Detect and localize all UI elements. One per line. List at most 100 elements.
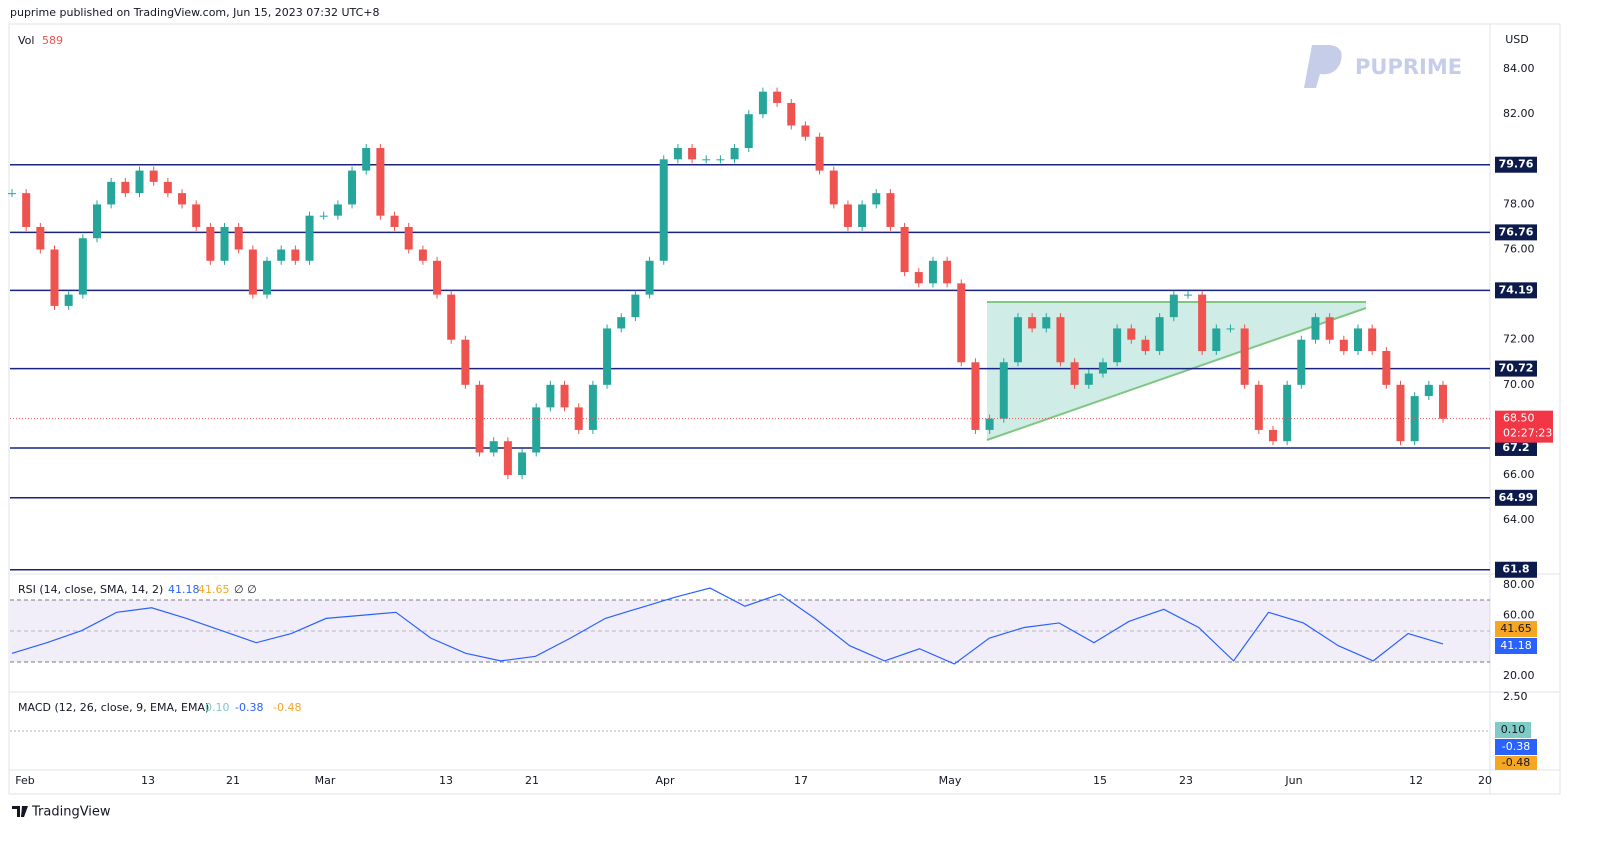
candle: [319, 215, 328, 217]
macd-legend: MACD (12, 26, close, 9, EMA, EMA): [18, 701, 209, 714]
candle: [744, 114, 753, 149]
candle: [305, 215, 314, 261]
candle: [22, 193, 31, 227]
rsi-sma-value: 41.65: [198, 583, 230, 596]
candle: [560, 384, 569, 408]
candle: [461, 339, 470, 385]
rsi-tick-label: 80.00: [1503, 578, 1535, 591]
macd-tag: [1495, 756, 1537, 770]
candle: [36, 226, 45, 250]
candle: [291, 249, 300, 261]
candle: [999, 362, 1008, 419]
candle: [716, 159, 725, 161]
y-tick-label: 70.00: [1503, 378, 1535, 391]
level-tag: [1495, 561, 1537, 578]
level-tag-text: 79.76: [1499, 158, 1534, 171]
candle: [1297, 339, 1306, 385]
macd-tag-text: -0.38: [1502, 740, 1530, 753]
rsi-tick-label: 20.00: [1503, 669, 1535, 682]
x-tick-label: 13: [141, 774, 155, 787]
x-tick-label: Mar: [315, 774, 336, 787]
candle: [447, 294, 456, 340]
candle: [702, 159, 711, 161]
candle: [1198, 294, 1207, 351]
rsi-extra: ∅ ∅: [234, 583, 257, 596]
level-tag-text: 70.72: [1499, 362, 1534, 375]
candle: [433, 260, 442, 295]
candle: [1268, 429, 1277, 442]
candle: [277, 249, 286, 261]
candle: [985, 418, 994, 430]
candle: [404, 226, 413, 250]
candle: [362, 148, 371, 171]
candle: [603, 328, 612, 385]
candle: [815, 136, 824, 171]
rsi-band: [10, 600, 1490, 662]
level-tag-text: 64.99: [1499, 491, 1534, 504]
candle: [1311, 317, 1320, 340]
candle: [376, 148, 385, 216]
candle: [390, 215, 399, 227]
candle: [801, 125, 810, 137]
triangle-bottom: [986, 307, 1367, 441]
macd-hist: 0.10: [205, 701, 230, 714]
candle: [546, 384, 555, 408]
candle: [688, 148, 697, 160]
candle: [1254, 384, 1263, 430]
y-tick-label: 76.00: [1503, 243, 1535, 256]
candle: [858, 204, 867, 227]
level-tag: [1495, 360, 1537, 377]
y-tick-label: 78.00: [1503, 197, 1535, 210]
y-tick-label: 72.00: [1503, 333, 1535, 346]
candle: [1226, 328, 1235, 330]
candle: [829, 170, 838, 205]
candle: [1127, 328, 1136, 340]
frame: [8, 23, 1561, 795]
y-tick-label: 82.00: [1503, 107, 1535, 120]
level-tag: [1495, 156, 1537, 173]
candle: [1113, 328, 1122, 363]
candle: [149, 170, 158, 182]
candle: [631, 294, 640, 318]
vol-value: 589: [42, 34, 63, 47]
candle: [730, 148, 739, 160]
level-tag: [1495, 439, 1537, 456]
footer-logo: [12, 806, 28, 817]
candle: [872, 193, 881, 205]
candle: [645, 260, 654, 295]
candle: [93, 204, 102, 239]
level-tag-text: 76.76: [1499, 225, 1534, 238]
x-tick-label: Apr: [655, 774, 675, 787]
header: puprime published on TradingView.com, Ju…: [10, 6, 380, 19]
macd-signal: -0.48: [273, 701, 301, 714]
candle: [659, 159, 668, 261]
macd-tag: [1495, 739, 1537, 755]
candle: [673, 148, 682, 160]
candle: [206, 226, 215, 261]
x-tick-label: Feb: [15, 774, 34, 787]
candle: [588, 384, 597, 430]
candle: [333, 204, 342, 216]
candle: [192, 204, 201, 227]
candle: [1240, 328, 1249, 385]
candle: [617, 317, 626, 329]
candle: [843, 204, 852, 227]
candle: [886, 193, 895, 227]
macd-tag-text: 0.10: [1501, 723, 1526, 736]
candle: [914, 272, 923, 284]
candle: [1056, 317, 1065, 363]
candle: [1325, 317, 1334, 340]
x-tick-label: May: [939, 774, 962, 787]
candle: [900, 226, 909, 273]
x-tick-label: Jun: [1284, 774, 1302, 787]
candle: [773, 91, 782, 103]
vol-label: Vol: [18, 34, 34, 47]
candle: [178, 193, 187, 205]
candle: [787, 102, 796, 126]
y-tick-label: 64.00: [1503, 513, 1535, 526]
triangle-fill: [987, 302, 1366, 440]
candle: [50, 249, 59, 306]
candle: [971, 362, 980, 430]
level-tag-text: 61.8: [1502, 563, 1529, 576]
